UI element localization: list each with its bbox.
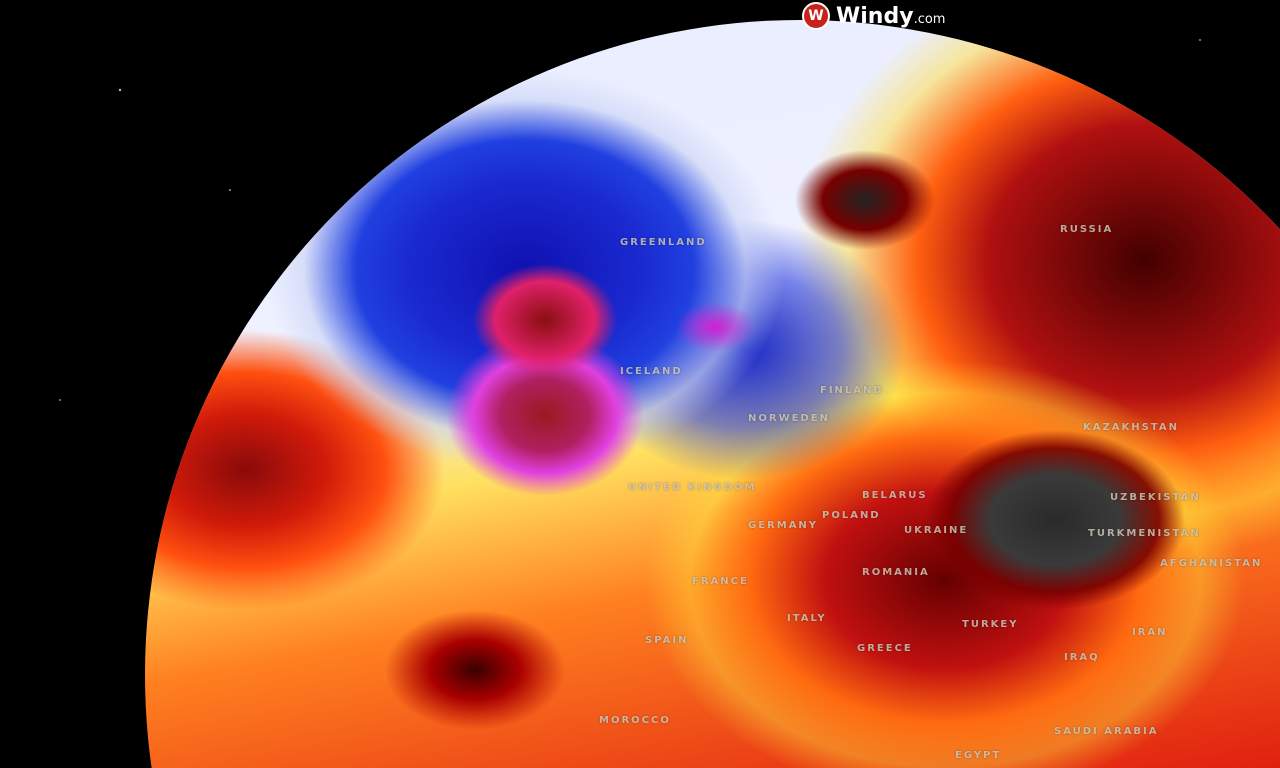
brand-suffix: .com bbox=[913, 11, 946, 27]
brand-name: Windy bbox=[836, 3, 914, 29]
label-afghanistan: AFGHANISTAN bbox=[1160, 558, 1263, 569]
label-norweden: NORWEDEN bbox=[748, 413, 830, 424]
label-iran: IRAN bbox=[1132, 627, 1168, 638]
label-ukraine: UKRAINE bbox=[904, 525, 969, 536]
label-greenland: GREENLAND bbox=[620, 237, 707, 248]
label-finland: FINLAND bbox=[820, 385, 884, 396]
label-france: FRANCE bbox=[692, 576, 749, 587]
label-greece: GREECE bbox=[857, 643, 913, 654]
label-united-kingdom: UNITED KINGDOM bbox=[628, 482, 757, 493]
label-iceland: ICELAND bbox=[620, 366, 683, 377]
label-egypt: EGYPT bbox=[955, 750, 1002, 761]
label-saudi-arabia: SAUDI ARABIA bbox=[1054, 726, 1159, 737]
windy-logo-icon: W bbox=[802, 2, 830, 30]
label-uzbekistan: UZBEKISTAN bbox=[1110, 492, 1201, 503]
label-poland: POLAND bbox=[822, 510, 881, 521]
label-belarus: BELARUS bbox=[862, 490, 928, 501]
windy-logo[interactable]: W Windy.com bbox=[802, 2, 945, 30]
label-spain: SPAIN bbox=[645, 635, 689, 646]
label-kazakhstan: KAZAKHSTAN bbox=[1083, 422, 1179, 433]
windy-logo-text: Windy.com bbox=[836, 4, 945, 29]
label-germany: GERMANY bbox=[748, 520, 819, 531]
label-romania: ROMANIA bbox=[862, 567, 930, 578]
label-russia: RUSSIA bbox=[1060, 224, 1114, 235]
label-italy: ITALY bbox=[787, 613, 827, 624]
label-turkey: TURKEY bbox=[962, 619, 1019, 630]
label-morocco: MOROCCO bbox=[599, 715, 671, 726]
label-turkmenistan: TURKMENISTAN bbox=[1088, 528, 1201, 539]
label-iraq: IRAQ bbox=[1064, 652, 1100, 663]
